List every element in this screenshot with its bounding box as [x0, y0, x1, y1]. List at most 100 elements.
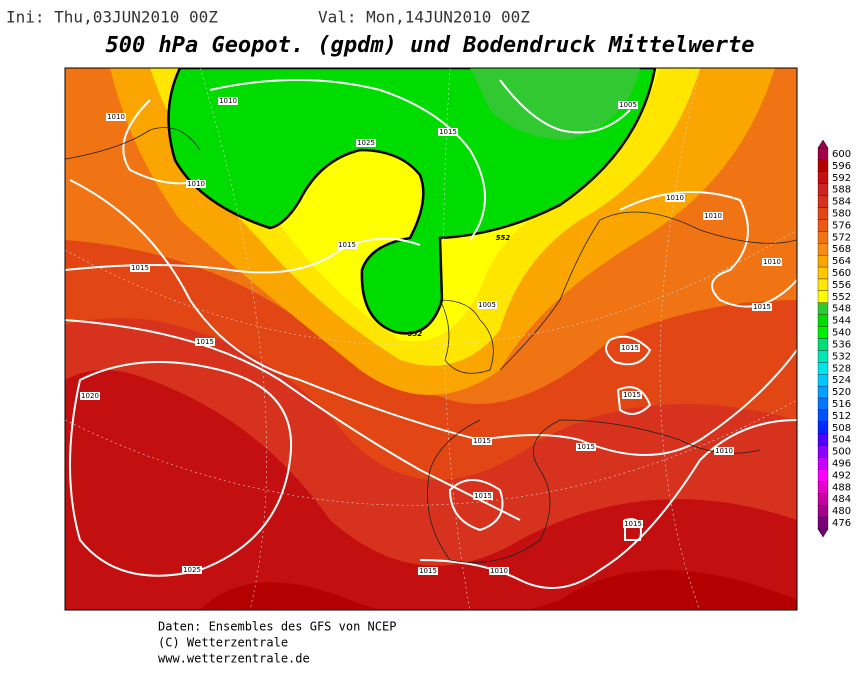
colorbar-label: 480	[832, 506, 851, 517]
contour-label-bg	[618, 101, 638, 109]
contour-label: 1020	[81, 392, 99, 400]
contour-label: 1010	[107, 113, 125, 121]
colorbar-label: 536	[832, 339, 851, 350]
contour-label: 1015	[196, 338, 214, 346]
colorbar-label: 504	[832, 435, 851, 446]
contour-label: 1015	[419, 567, 437, 575]
colorbar-swatch	[817, 326, 829, 339]
colorbar-swatch	[817, 421, 829, 434]
footer-line: www.wetterzentrale.de	[158, 652, 310, 666]
contour-label: 1015	[577, 443, 595, 451]
contour-label-bg	[620, 344, 640, 352]
colorbar-swatch	[817, 516, 829, 530]
contour-label: 1010	[490, 567, 508, 575]
contour-label-bg	[195, 338, 215, 346]
colorbar-label: 596	[832, 161, 851, 172]
contour-label: 1015	[753, 303, 771, 311]
contour-label: 1025	[183, 566, 201, 574]
contour-label-bg	[337, 241, 357, 249]
contour-label-bg	[622, 391, 642, 399]
contour-label-bg	[218, 97, 238, 105]
contour-label-bg	[665, 194, 685, 202]
colorbar-label: 484	[832, 494, 851, 505]
colorbar-swatch	[817, 493, 829, 506]
colorbar-swatch	[817, 243, 829, 256]
contour-label-bg	[762, 258, 782, 266]
contour-label-bg	[356, 139, 376, 147]
contour-label-bg	[714, 447, 734, 455]
colorbar-swatch	[817, 397, 829, 411]
colorbar-label: 540	[832, 328, 851, 339]
colorbar-label: 556	[832, 280, 851, 291]
colorbar-swatch	[817, 207, 829, 220]
footer-line: Daten: Ensembles des GFS von NCEP	[158, 620, 396, 634]
colorbar-swatch	[817, 338, 829, 351]
colorbar-label: 580	[832, 208, 851, 219]
contour-label: 1015	[474, 492, 492, 500]
contour-label-bg	[182, 566, 202, 574]
colorbar-swatch	[817, 481, 829, 494]
colorbar-label: 564	[832, 256, 851, 267]
colorbar-label: 560	[832, 268, 851, 279]
colorbar-label: 476	[832, 518, 851, 529]
contour-label-bg	[438, 128, 458, 136]
colorbar-swatch	[817, 409, 829, 422]
colorbar-label: 588	[832, 185, 851, 196]
colorbar-label: 568	[832, 244, 851, 255]
init-time: Ini: Thu,03JUN2010 00Z	[6, 8, 218, 27]
contour-label-bg	[106, 113, 126, 121]
contour-label-bg	[186, 180, 206, 188]
colorbar-swatch	[817, 350, 829, 363]
contour-label-bg	[418, 567, 438, 575]
colorbar-swatch	[817, 266, 829, 280]
contour-label-bg	[752, 303, 772, 311]
colorbar-label: 592	[832, 173, 851, 184]
contour-label-bg	[130, 264, 150, 272]
colorbar-swatch	[817, 385, 829, 399]
contour-label-bg	[472, 437, 492, 445]
contour-label: 1015	[473, 437, 491, 445]
colorbar-arrow	[817, 528, 829, 538]
contour-label-bg	[576, 443, 596, 451]
colorbar-swatch	[817, 290, 829, 303]
colorbar-swatch	[817, 219, 829, 232]
colorbar-label: 584	[832, 197, 851, 208]
colorbar-label: 532	[832, 351, 851, 362]
colorbar-label: 500	[832, 447, 851, 458]
colorbar-label: 600	[832, 149, 851, 160]
colorbar-swatch	[817, 195, 829, 208]
map-area	[65, 68, 797, 610]
contour-label: 1005	[478, 301, 496, 309]
colorbar-label: 548	[832, 304, 851, 315]
map-title: 500 hPa Geopot. (gpdm) und Bodendruck Mi…	[105, 33, 754, 58]
colorbar-swatch	[817, 278, 829, 292]
contour-label: 1015	[624, 520, 642, 528]
colorbar-label: 544	[832, 316, 851, 327]
footer-line: (C) Wetterzentrale	[158, 636, 288, 650]
valid-time: Val: Mon,14JUN2010 00Z	[318, 8, 530, 27]
contour-label: 1010	[219, 97, 237, 105]
contour-label: 1015	[623, 391, 641, 399]
colorbar-swatch	[817, 314, 829, 327]
colorbar-swatch	[817, 302, 829, 315]
map-frame	[64, 67, 798, 611]
colorbar-label: 492	[832, 470, 851, 481]
colorbar-swatch	[817, 171, 829, 184]
contour-label-bg	[80, 392, 100, 400]
contour-label-bg	[703, 212, 723, 220]
colorbar-swatch	[817, 469, 829, 482]
colorbar-swatch	[817, 362, 829, 375]
colorbar-label: 576	[832, 220, 851, 231]
colorbar-label: 572	[832, 232, 851, 243]
colorbar-swatch	[817, 147, 829, 161]
contour-label-bg	[623, 520, 643, 528]
colorbar-label: 508	[832, 423, 851, 434]
contour-label-bg	[489, 567, 509, 575]
contour-label: 1015	[439, 128, 457, 136]
contour-label: 552	[408, 330, 423, 338]
colorbar-label: 528	[832, 363, 851, 374]
colorbar-swatch	[817, 505, 829, 518]
colorbar-label: 512	[832, 411, 851, 422]
